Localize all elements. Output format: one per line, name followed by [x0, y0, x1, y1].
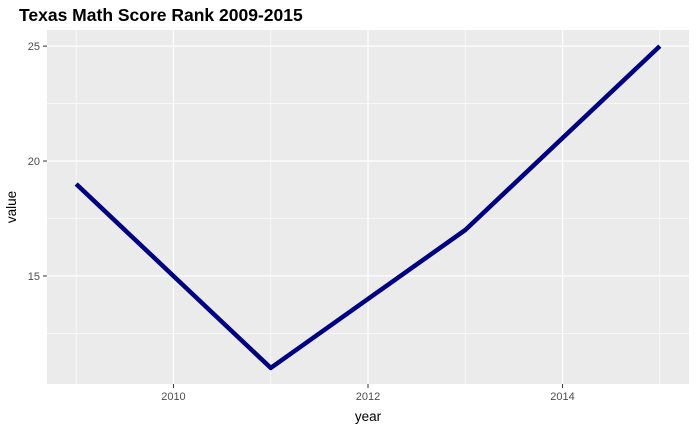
x-axis-title: year	[355, 409, 382, 424]
y-axis-ticks: 15 20 25	[28, 41, 47, 283]
x-axis-ticks: 2010 2012 2014	[161, 384, 575, 403]
x-tick-label: 2010	[161, 391, 185, 403]
y-tick-label: 20	[28, 156, 40, 168]
series-line	[74, 44, 662, 371]
x-tick-label: 2012	[356, 391, 380, 403]
y-tick-label: 25	[28, 41, 40, 53]
y-tick-label: 15	[28, 271, 40, 283]
y-axis-title: value	[4, 191, 19, 223]
x-tick-label: 2014	[550, 391, 574, 403]
major-gridlines	[47, 30, 689, 384]
chart-title: Texas Math Score Rank 2009-2015	[19, 5, 303, 25]
series-layer	[74, 44, 662, 371]
